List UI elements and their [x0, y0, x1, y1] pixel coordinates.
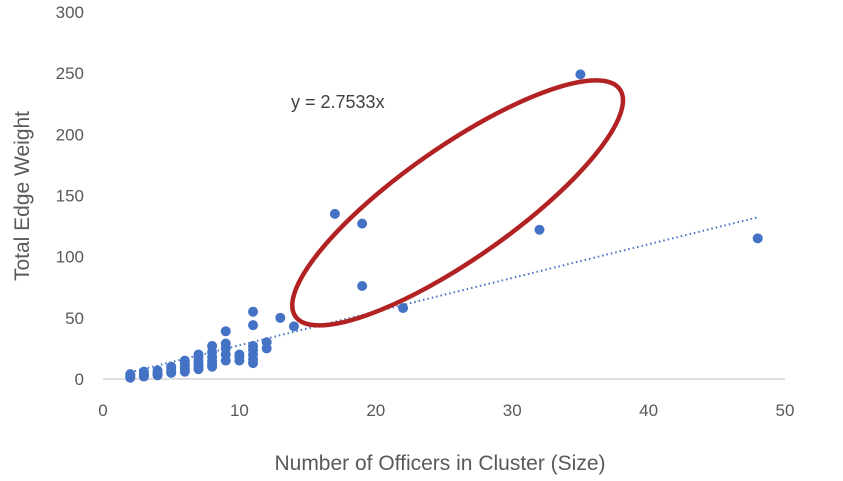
- data-point: [193, 349, 204, 360]
- y-tick-label: 50: [65, 309, 84, 328]
- highlight-ellipse: [290, 78, 626, 328]
- y-tick-label: 0: [75, 370, 84, 389]
- x-tick-label: 10: [230, 401, 249, 420]
- data-point: [207, 340, 218, 351]
- data-point: [248, 320, 259, 331]
- data-point: [248, 306, 259, 317]
- x-axis-ticks: 0 10 20 30 40 50: [98, 401, 794, 420]
- data-point: [179, 355, 190, 366]
- data-point: [534, 224, 545, 235]
- data-point: [329, 208, 340, 219]
- data-point: [752, 233, 763, 244]
- data-point: [261, 337, 272, 348]
- data-point: [152, 365, 163, 376]
- data-point: [220, 338, 231, 349]
- data-point: [138, 366, 149, 377]
- x-tick-label: 0: [98, 401, 107, 420]
- data-point: [166, 361, 177, 372]
- data-point: [357, 218, 368, 229]
- data-point: [125, 369, 136, 380]
- data-point: [288, 321, 299, 332]
- data-point: [248, 340, 259, 351]
- x-tick-label: 20: [366, 401, 385, 420]
- x-tick-label: 40: [639, 401, 658, 420]
- y-tick-label: 200: [56, 125, 84, 144]
- x-tick-label: 30: [503, 401, 522, 420]
- data-point: [234, 349, 245, 360]
- y-axis-ticks: 0 50 100 150 200 250 300: [56, 3, 84, 389]
- data-point: [220, 326, 231, 337]
- data-point: [275, 312, 286, 323]
- y-tick-label: 250: [56, 64, 84, 83]
- trendline-equation: y = 2.7533x: [291, 92, 385, 112]
- y-tick-label: 300: [56, 3, 84, 22]
- y-tick-label: 100: [56, 248, 84, 267]
- x-axis-title: Number of Officers in Cluster (Size): [274, 452, 605, 475]
- y-tick-label: 150: [56, 187, 84, 206]
- x-tick-label: 50: [776, 401, 795, 420]
- data-point: [398, 303, 409, 314]
- data-points: [125, 69, 763, 383]
- data-point: [575, 69, 586, 80]
- y-axis-title: Total Edge Weight: [11, 111, 34, 281]
- data-point: [357, 281, 368, 292]
